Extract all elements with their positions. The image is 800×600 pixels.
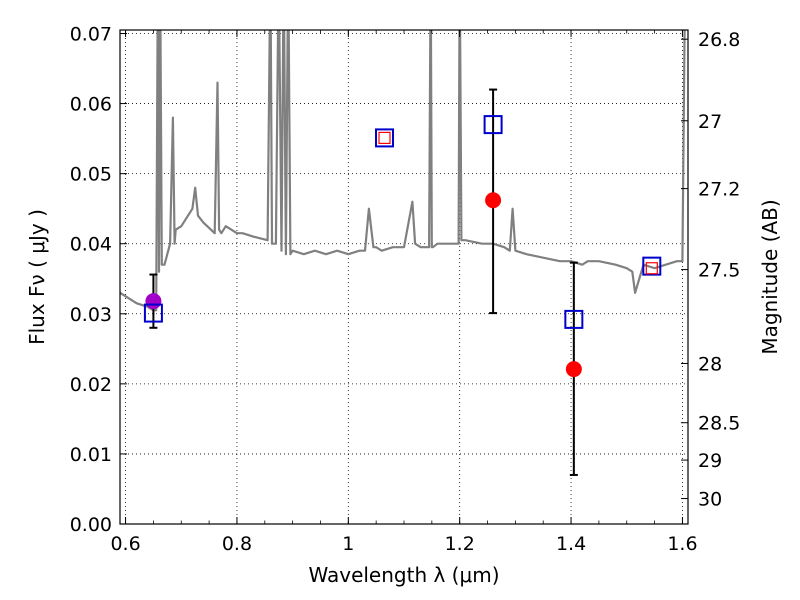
- magnitude-tick-label: 26.8: [698, 29, 740, 51]
- observed-point: [145, 293, 162, 310]
- y-tick-label: 0.02: [70, 374, 112, 396]
- x-tick-label: 0.6: [110, 533, 140, 555]
- observed-point: [565, 361, 582, 378]
- magnitude-axis-ticks: 26.8 27 27.2 27.5 28 28.5 29 30: [681, 29, 740, 511]
- model-point-box: [564, 309, 584, 329]
- x-tick-label: 0.8: [222, 533, 252, 555]
- y-tick-label: 0.05: [70, 164, 112, 186]
- magnitude-tick-label: 27.5: [698, 260, 740, 282]
- x-axis-ticks: 0.6 0.8 1 1.2 1.4 1.6: [110, 30, 698, 555]
- magnitude-tick-label: 28.5: [698, 413, 740, 435]
- model-point-box: [375, 128, 395, 148]
- magnitude-tick-label: 27: [698, 111, 722, 133]
- model-point-inner: [645, 262, 658, 275]
- y-tick-label: 0.07: [70, 24, 112, 46]
- model-point-inner: [378, 131, 391, 145]
- x-axis-label: Wavelength λ (μm): [308, 563, 499, 587]
- error-bars: [149, 88, 578, 476]
- y-tick-label: 0.01: [70, 444, 112, 466]
- y-tick-label: 0.03: [70, 304, 112, 326]
- model-spectrum-line: [120, 30, 686, 312]
- model-point-box: [143, 303, 163, 323]
- x-tick-label: 1.4: [556, 533, 586, 555]
- magnitude-tick-label: 30: [698, 489, 722, 511]
- x-tick-label: 1: [342, 533, 354, 555]
- magnitude-axis-label: Magnitude (AB): [758, 199, 782, 354]
- y-tick-label: 0.00: [70, 514, 112, 536]
- model-point-box: [483, 115, 503, 135]
- y-axis-label: Flux Fν ( μJy ): [25, 209, 49, 345]
- magnitude-tick-label: 28: [698, 353, 722, 375]
- y-tick-label: 0.04: [70, 234, 112, 256]
- x-tick-label: 1.2: [445, 533, 475, 555]
- model-photometry-points: [143, 115, 662, 329]
- y-axis-ticks: 0.00 0.01 0.02 0.03 0.04 0.05 0.06 0.07: [70, 24, 127, 536]
- magnitude-tick-label: 27.2: [698, 179, 740, 201]
- observed-points: [145, 192, 582, 378]
- magnitude-tick-label: 29: [698, 450, 722, 472]
- model-point-box: [642, 256, 662, 276]
- y-tick-label: 0.06: [70, 94, 112, 116]
- grid-lines: [120, 30, 688, 525]
- observed-point: [485, 192, 502, 209]
- x-tick-label: 1.6: [667, 533, 697, 555]
- plot-frame: [119, 29, 689, 525]
